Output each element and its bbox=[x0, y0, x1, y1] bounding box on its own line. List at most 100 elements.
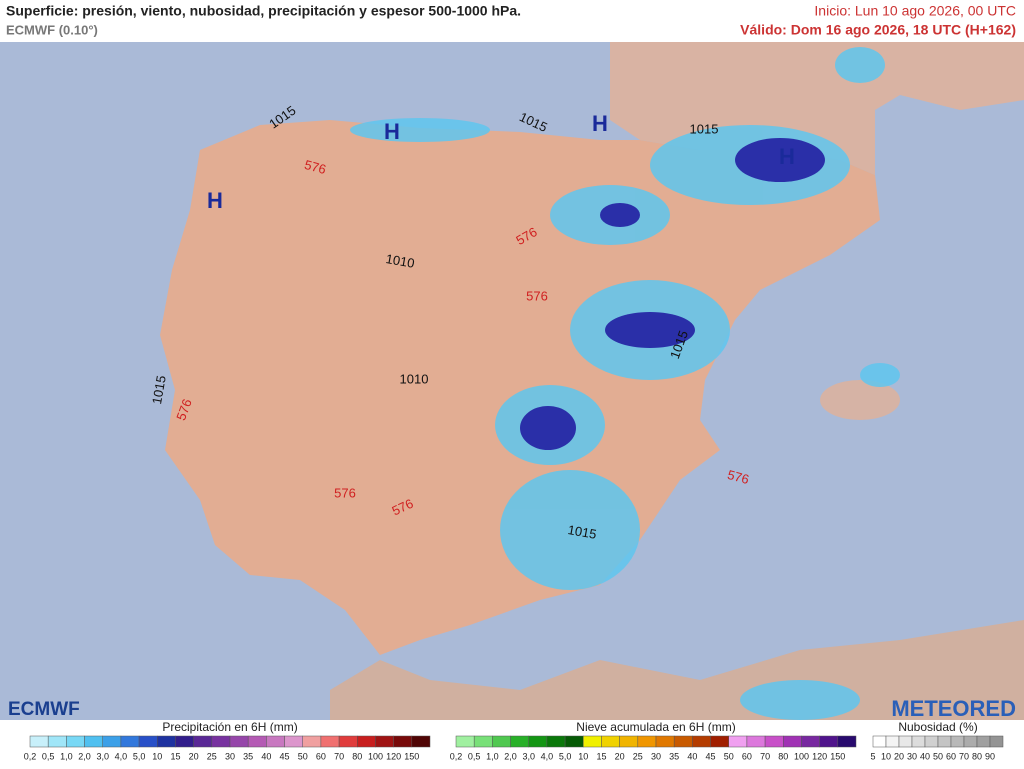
legend-label: 120 bbox=[812, 751, 827, 761]
legend-swatch bbox=[837, 735, 857, 748]
precip-area bbox=[860, 363, 900, 387]
legend-label: 0,5 bbox=[468, 751, 481, 761]
legend-label: 30 bbox=[225, 751, 235, 761]
legend-swatch bbox=[963, 735, 978, 748]
legend-label: 100 bbox=[794, 751, 809, 761]
legend-label: 30 bbox=[907, 751, 917, 761]
ecmwf-logo: ECMWF bbox=[8, 699, 80, 720]
meteored-logo: METEORED bbox=[891, 696, 1016, 721]
title: Superficie: presión, viento, nubosidad, … bbox=[6, 3, 521, 19]
legend-label: 10 bbox=[578, 751, 588, 761]
legend-label: 2,0 bbox=[78, 751, 91, 761]
legend-label: 60 bbox=[742, 751, 752, 761]
legend-title: Nubosidad (%) bbox=[898, 720, 977, 734]
legend-label: 40 bbox=[920, 751, 930, 761]
legend-swatch bbox=[673, 735, 693, 748]
precip-area bbox=[500, 470, 640, 590]
legend-swatch bbox=[783, 735, 802, 748]
header-bar bbox=[0, 0, 1024, 42]
legend-label: 5,0 bbox=[133, 751, 146, 761]
legend-swatch bbox=[375, 735, 394, 748]
isobar-label: 1015 bbox=[149, 374, 169, 405]
legend-label: 35 bbox=[243, 751, 253, 761]
legend-label: 25 bbox=[633, 751, 643, 761]
precipitation bbox=[350, 47, 900, 720]
precip-core bbox=[735, 138, 825, 182]
thickness-label: 576 bbox=[173, 397, 195, 423]
high-pressure-label: H bbox=[592, 111, 608, 136]
legend-label: 0,2 bbox=[24, 751, 37, 761]
legend-swatch bbox=[564, 735, 584, 748]
isobar-label: 1010 bbox=[385, 251, 416, 271]
legend-swatch bbox=[510, 735, 529, 748]
legend-swatch bbox=[284, 735, 303, 748]
thickness-label: 576 bbox=[526, 288, 548, 303]
legend-swatch bbox=[746, 735, 766, 748]
legend-swatch bbox=[211, 735, 231, 748]
legend-label: 70 bbox=[334, 751, 344, 761]
legend-label: 15 bbox=[596, 751, 606, 761]
legend-swatch bbox=[84, 735, 103, 748]
legend-swatch bbox=[47, 735, 67, 748]
legend-label: 15 bbox=[170, 751, 180, 761]
legend-swatch bbox=[601, 735, 620, 748]
high-pressure-label: H bbox=[384, 119, 400, 144]
legend-swatch bbox=[492, 735, 511, 748]
high-pressure-label: H bbox=[207, 188, 223, 213]
legend-swatch bbox=[102, 735, 122, 748]
legend-swatch bbox=[710, 735, 729, 748]
legend-swatch bbox=[120, 735, 140, 748]
legend-swatch bbox=[528, 735, 548, 748]
legend-swatch bbox=[801, 735, 820, 748]
legend-swatch bbox=[357, 735, 376, 748]
legend-label: 20 bbox=[189, 751, 199, 761]
legend-label: 1,0 bbox=[60, 751, 73, 761]
legend-label: 80 bbox=[352, 751, 362, 761]
legend-swatch bbox=[819, 735, 839, 748]
thickness-label: 576 bbox=[726, 467, 751, 487]
legend-label: 1,0 bbox=[486, 751, 499, 761]
precip-area bbox=[350, 118, 490, 142]
legend-swatch bbox=[138, 735, 158, 748]
legend-swatch bbox=[655, 735, 675, 748]
legend-swatch bbox=[157, 735, 176, 748]
legend-label: 90 bbox=[985, 751, 995, 761]
legend-title: Precipitación en 6H (mm) bbox=[162, 720, 297, 734]
legend-label: 3,0 bbox=[522, 751, 535, 761]
legend-label: 0,2 bbox=[450, 751, 463, 761]
legend-label: 70 bbox=[959, 751, 969, 761]
legend-swatch bbox=[924, 735, 939, 748]
legend-label: 60 bbox=[316, 751, 326, 761]
legend-label: 60 bbox=[946, 751, 956, 761]
legend-swatch bbox=[692, 735, 711, 748]
legend-label: 30 bbox=[651, 751, 661, 761]
legend-label: 45 bbox=[706, 751, 716, 761]
legend-label: 50 bbox=[933, 751, 943, 761]
legend-swatch bbox=[193, 735, 213, 748]
legend-swatch bbox=[989, 735, 1004, 748]
baleares bbox=[820, 380, 900, 420]
legend-label: 50 bbox=[298, 751, 308, 761]
legend-label: 10 bbox=[152, 751, 162, 761]
precip-core bbox=[605, 312, 695, 348]
legend-swatch bbox=[898, 735, 913, 748]
legend-label: 3,0 bbox=[96, 751, 109, 761]
legend-swatch bbox=[473, 735, 493, 748]
legend-label: 50 bbox=[724, 751, 734, 761]
legend-swatch bbox=[229, 735, 249, 748]
legend-swatch bbox=[455, 735, 475, 748]
init-time: Inicio: Lun 10 ago 2026, 00 UTC bbox=[814, 3, 1016, 19]
legend-swatch bbox=[338, 735, 358, 748]
isobar-label: 1010 bbox=[400, 371, 429, 386]
legend-swatch bbox=[937, 735, 952, 748]
precip-core bbox=[520, 406, 576, 450]
high-pressure-label: H bbox=[779, 144, 795, 169]
legend-swatch bbox=[583, 735, 602, 748]
legend-label: 80 bbox=[778, 751, 788, 761]
legend-title: Nieve acumulada en 6H (mm) bbox=[576, 720, 735, 734]
legend-swatch bbox=[872, 735, 887, 748]
legend-label: 35 bbox=[669, 751, 679, 761]
legend-swatch bbox=[320, 735, 340, 748]
precip-core bbox=[600, 203, 640, 227]
